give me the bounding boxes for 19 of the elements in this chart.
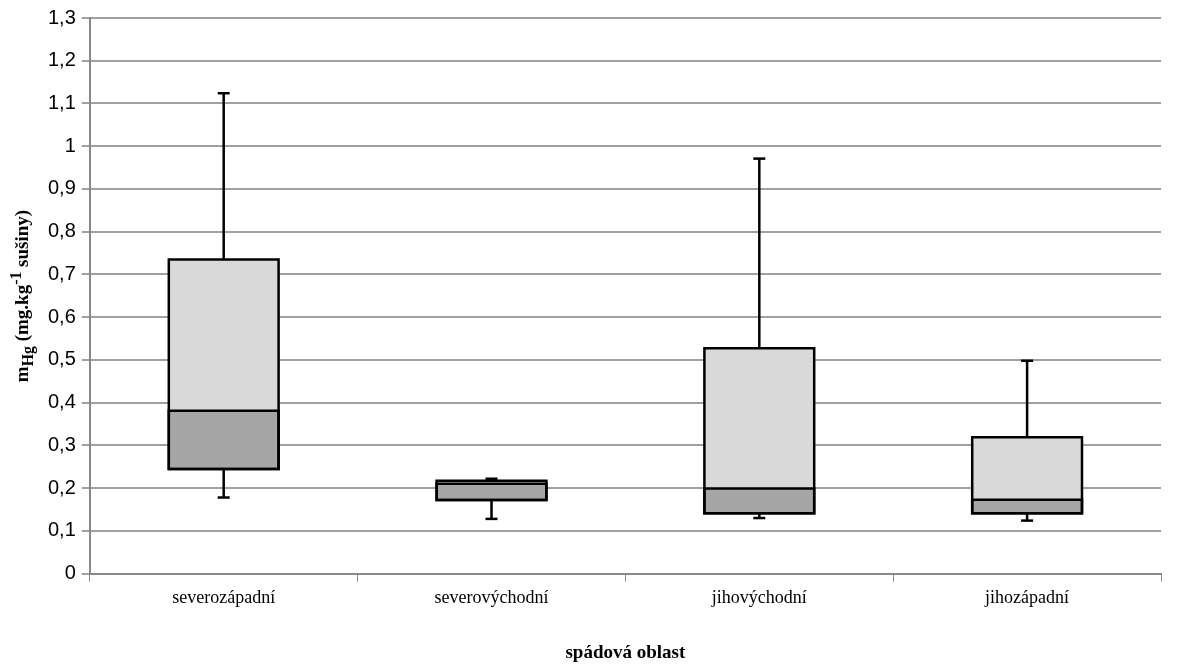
y-tick-label: 0 (64, 561, 76, 584)
y-tick-label: 1,1 (47, 90, 76, 113)
y-tick-label: 0,9 (47, 176, 76, 199)
y-tick-label: 0,2 (47, 475, 76, 498)
x-tick-label: jihozápadní (984, 587, 1070, 608)
y-tick-label: 0,1 (47, 518, 76, 541)
x-tick-label: severozápadní (172, 587, 276, 608)
y-tick-label: 0,5 (47, 347, 76, 370)
x-axis-title: spádová oblast (565, 640, 686, 662)
y-tick-label: 0,3 (47, 432, 76, 455)
y-tick-label: 0,4 (47, 390, 76, 413)
y-tick-label: 1 (64, 133, 76, 156)
x-tick-label: jihovýchodní (710, 587, 807, 608)
y-tick-label: 1,2 (47, 48, 76, 71)
x-tick-label: severovýchodní (434, 587, 549, 608)
y-tick-label: 0,6 (47, 304, 76, 327)
y-tick-label: 1,3 (47, 5, 76, 28)
y-tick-label: 0,7 (47, 261, 76, 284)
y-tick-label: 0,8 (47, 219, 76, 242)
